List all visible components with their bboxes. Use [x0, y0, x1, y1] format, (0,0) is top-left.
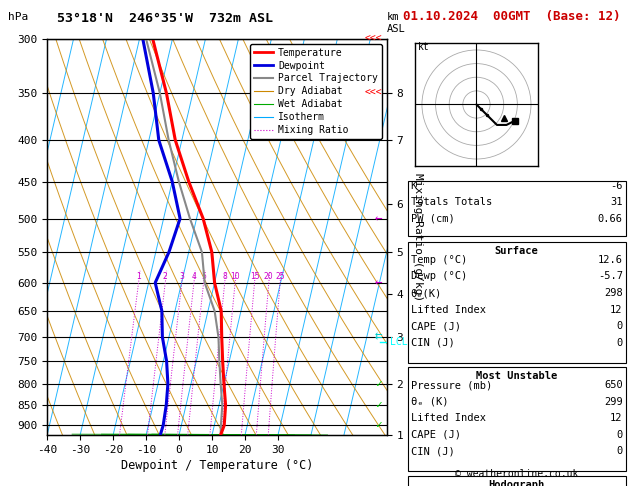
Text: 0: 0	[616, 321, 623, 331]
Text: θₑ(K): θₑ(K)	[411, 288, 442, 298]
Text: ✓: ✓	[375, 400, 382, 410]
Text: PW (cm): PW (cm)	[411, 214, 455, 224]
Text: ←: ←	[374, 276, 382, 289]
Text: 0.66: 0.66	[598, 214, 623, 224]
Text: Dewp (°C): Dewp (°C)	[411, 272, 467, 281]
Text: LCL: LCL	[390, 337, 408, 347]
Text: 15: 15	[250, 272, 259, 281]
Text: 1: 1	[136, 272, 141, 281]
Text: -6: -6	[610, 181, 623, 191]
Text: ✓: ✓	[375, 420, 382, 430]
Text: 5: 5	[201, 272, 206, 281]
Text: Lifted Index: Lifted Index	[411, 305, 486, 314]
Text: 53°18'N  246°35'W  732m ASL: 53°18'N 246°35'W 732m ASL	[57, 12, 272, 25]
Text: Lifted Index: Lifted Index	[411, 414, 486, 423]
Text: ←: ←	[374, 212, 382, 225]
Text: 650: 650	[604, 381, 623, 390]
Text: CAPE (J): CAPE (J)	[411, 321, 460, 331]
Text: 8: 8	[222, 272, 227, 281]
Text: 2: 2	[163, 272, 168, 281]
Text: 31: 31	[610, 197, 623, 207]
Legend: Temperature, Dewpoint, Parcel Trajectory, Dry Adiabat, Wet Adiabat, Isotherm, Mi: Temperature, Dewpoint, Parcel Trajectory…	[250, 44, 382, 139]
Text: km
ASL: km ASL	[387, 12, 406, 34]
Text: Surface: Surface	[495, 246, 538, 256]
Text: CAPE (J): CAPE (J)	[411, 430, 460, 440]
Text: CIN (J): CIN (J)	[411, 447, 455, 456]
Text: 25: 25	[276, 272, 285, 281]
Text: © weatheronline.co.uk: © weatheronline.co.uk	[455, 469, 579, 479]
Text: 0: 0	[616, 430, 623, 440]
Text: <<<: <<<	[364, 34, 382, 44]
Text: 12.6: 12.6	[598, 255, 623, 265]
Text: kt: kt	[418, 42, 430, 52]
Text: Pressure (mb): Pressure (mb)	[411, 381, 492, 390]
Text: 10: 10	[230, 272, 240, 281]
Text: 20: 20	[264, 272, 274, 281]
Text: ⇇: ⇇	[374, 330, 382, 344]
Text: 299: 299	[604, 397, 623, 407]
Text: Hodograph: Hodograph	[489, 480, 545, 486]
Text: θₑ (K): θₑ (K)	[411, 397, 448, 407]
Text: 298: 298	[604, 288, 623, 298]
Text: ✓: ✓	[375, 379, 382, 389]
Text: 3: 3	[179, 272, 184, 281]
Y-axis label: Mixing Ratio (g/kg): Mixing Ratio (g/kg)	[413, 173, 423, 301]
Text: Totals Totals: Totals Totals	[411, 197, 492, 207]
Text: -5.7: -5.7	[598, 272, 623, 281]
Text: 01.10.2024  00GMT  (Base: 12): 01.10.2024 00GMT (Base: 12)	[403, 10, 620, 23]
Text: 4: 4	[191, 272, 196, 281]
Text: 0: 0	[616, 338, 623, 347]
Text: 12: 12	[610, 305, 623, 314]
Text: Most Unstable: Most Unstable	[476, 371, 557, 382]
Text: Temp (°C): Temp (°C)	[411, 255, 467, 265]
Text: 12: 12	[610, 414, 623, 423]
Text: <<<: <<<	[364, 88, 382, 98]
Text: K: K	[411, 181, 417, 191]
Text: 0: 0	[616, 447, 623, 456]
Text: CIN (J): CIN (J)	[411, 338, 455, 347]
Text: hPa: hPa	[8, 12, 28, 22]
X-axis label: Dewpoint / Temperature (°C): Dewpoint / Temperature (°C)	[121, 459, 313, 472]
